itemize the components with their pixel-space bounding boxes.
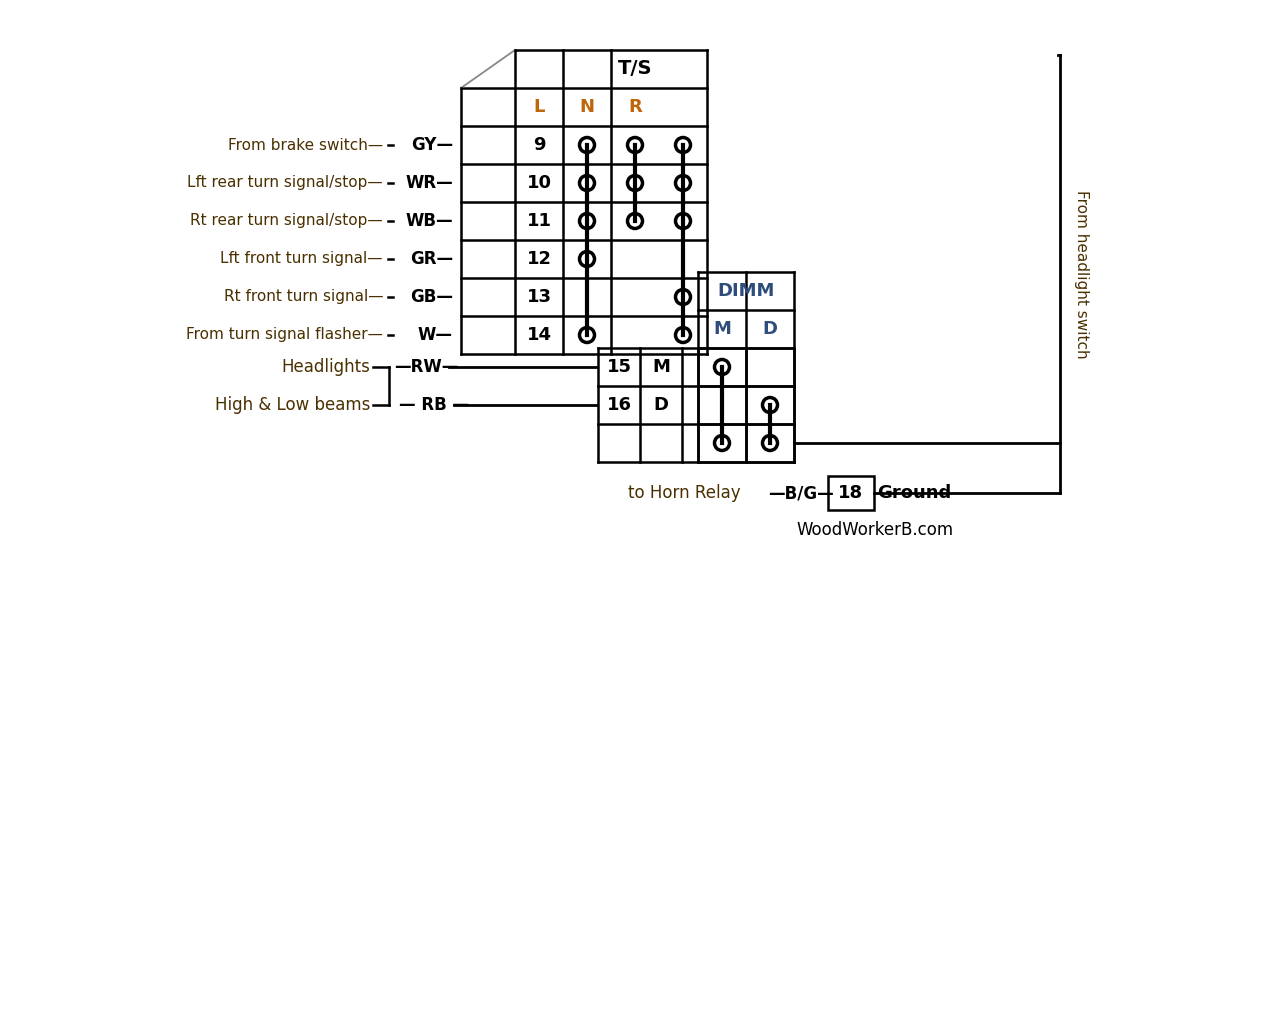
Text: From brake switch—: From brake switch—	[228, 137, 383, 153]
Text: 18: 18	[838, 484, 864, 502]
Text: Lft front turn signal—: Lft front turn signal—	[220, 252, 383, 266]
Text: — RB —: — RB —	[399, 396, 470, 414]
Text: GB—: GB—	[410, 288, 453, 306]
Text: Ground: Ground	[877, 484, 951, 502]
Text: —B/G—: —B/G—	[768, 484, 833, 502]
Text: D: D	[654, 396, 668, 414]
Text: 14: 14	[526, 326, 552, 344]
Text: DIMM: DIMM	[717, 282, 774, 300]
Text: 15: 15	[607, 358, 631, 376]
Text: WR—: WR—	[406, 174, 453, 193]
Text: M: M	[652, 358, 669, 376]
Text: —RW—: —RW—	[394, 358, 458, 376]
Text: 10: 10	[526, 174, 552, 193]
Text: 16: 16	[607, 396, 631, 414]
Text: M: M	[713, 319, 731, 338]
Text: From turn signal flasher—: From turn signal flasher—	[186, 328, 383, 342]
Text: WoodWorkerB.com: WoodWorkerB.com	[796, 521, 954, 539]
Text: N: N	[580, 98, 594, 116]
Text: 11: 11	[526, 212, 552, 230]
Text: Headlights: Headlights	[282, 358, 370, 376]
Text: to Horn Relay: to Horn Relay	[628, 484, 741, 502]
Text: GR—: GR—	[410, 250, 453, 268]
Text: From headlight switch: From headlight switch	[1074, 189, 1089, 358]
Text: High & Low beams: High & Low beams	[215, 396, 370, 414]
Text: L: L	[534, 98, 545, 116]
Text: T/S: T/S	[618, 59, 653, 79]
Text: 13: 13	[526, 288, 552, 306]
Bar	[828, 476, 874, 510]
Text: Lft rear turn signal/stop—: Lft rear turn signal/stop—	[187, 175, 383, 190]
Text: R: R	[628, 98, 641, 116]
Text: D: D	[763, 319, 777, 338]
Text: GY—: GY—	[411, 136, 453, 154]
Text: Rt front turn signal—: Rt front turn signal—	[224, 290, 383, 304]
Text: WB—: WB—	[406, 212, 453, 230]
Text: 9: 9	[532, 136, 545, 154]
Text: 12: 12	[526, 250, 552, 268]
Text: Rt rear turn signal/stop—: Rt rear turn signal/stop—	[191, 213, 383, 228]
Text: W—: W—	[419, 326, 453, 344]
